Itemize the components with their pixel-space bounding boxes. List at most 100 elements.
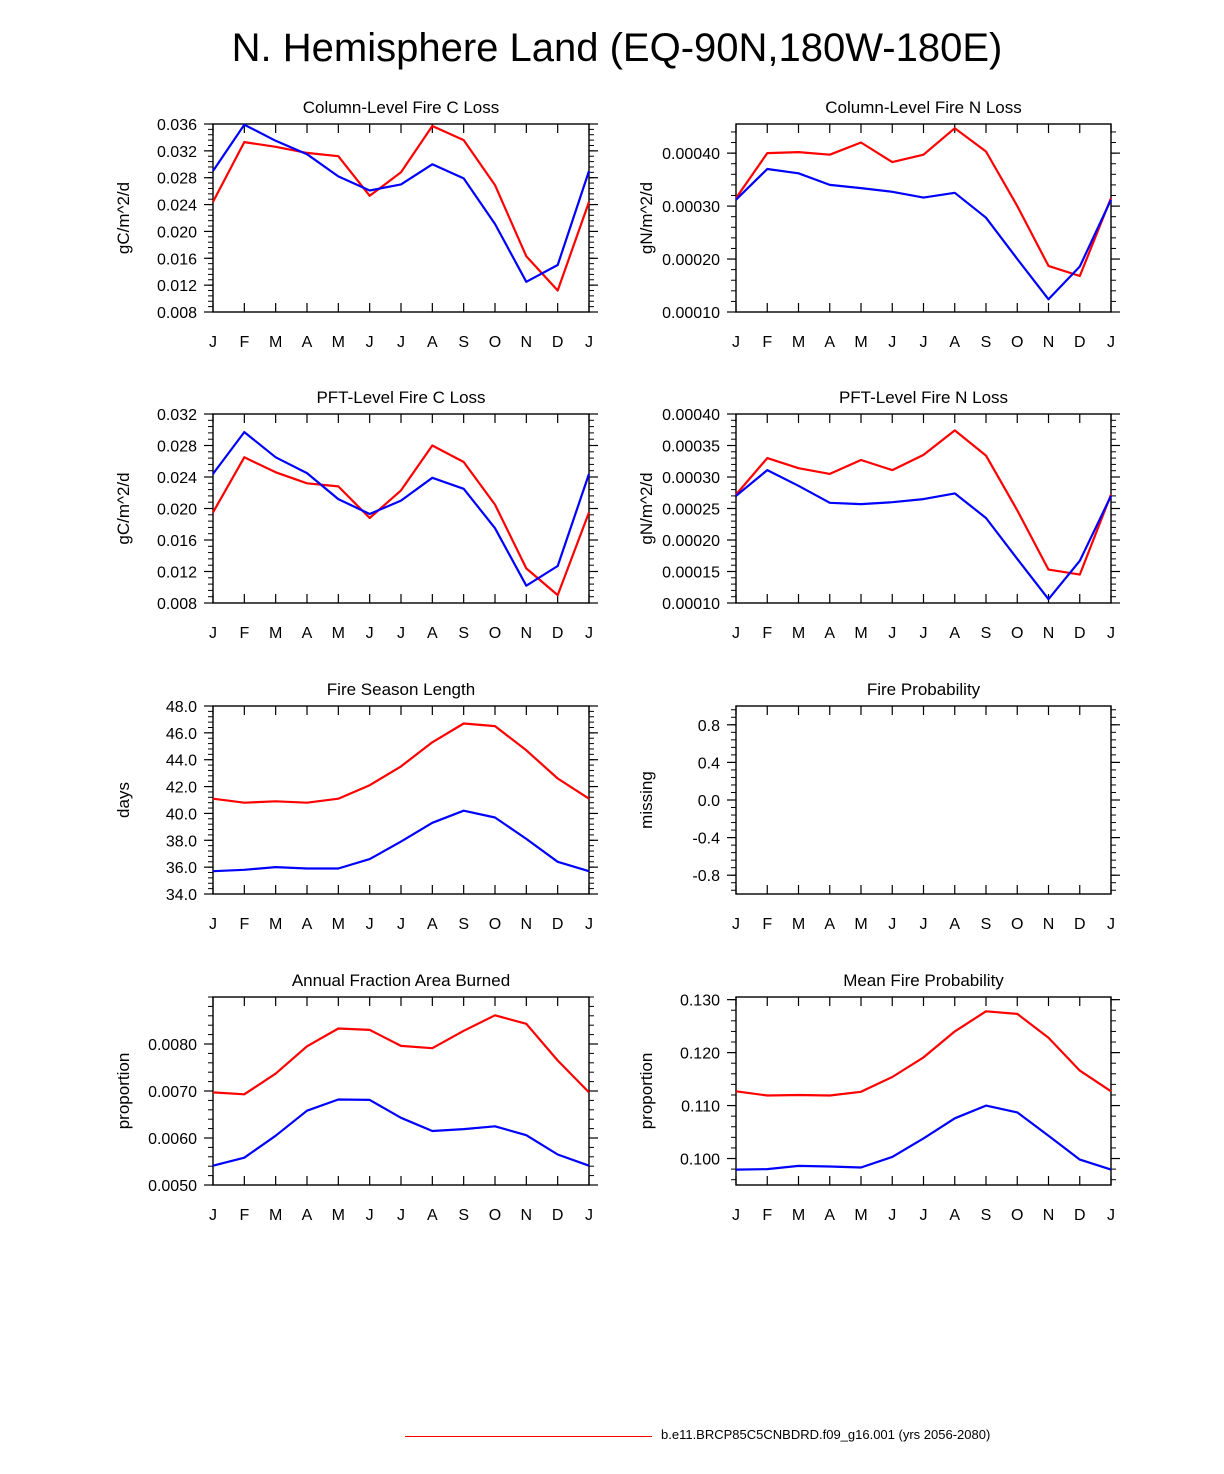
x-tick-label: J [1107, 625, 1115, 642]
y-tick-label: 0.016 [157, 251, 197, 268]
y-tick-label: 0.00030 [662, 470, 720, 487]
x-tick-label: J [888, 334, 896, 351]
x-tick-label: A [427, 334, 438, 351]
x-tick-label: J [366, 334, 374, 351]
x-tick-label: J [888, 916, 896, 933]
x-tick-label: S [981, 1207, 992, 1224]
legend-line-red [405, 1436, 652, 1437]
x-tick-label: M [332, 334, 345, 351]
y-tick-label: 0.020 [157, 224, 197, 241]
x-tick-label: J [585, 625, 593, 642]
x-tick-label: S [981, 916, 992, 933]
y-axis-label: days [114, 782, 133, 818]
chart-panel-4: J F M A M J J A S O N D J 0.00010 0.00015 0.00020 0.0002… [637, 388, 1120, 642]
x-tick-label: A [427, 916, 438, 933]
x-tick-label: A [427, 1207, 438, 1224]
y-tick-label: 0.110 [681, 1099, 720, 1116]
y-tick-label: 0.024 [157, 470, 197, 487]
y-tick-label: 48.0 [166, 699, 197, 716]
chart-panel-2: J F M A M J J A S O N D J 0.00010 0.00020 0.00030 0.0004… [637, 98, 1120, 351]
chart-panel-1: J F M A M J J A S O N D J 0.008 0.012 0.016 0.020 0.024 0.… [114, 98, 598, 351]
series-line-red [212, 444, 591, 597]
x-tick-label: A [949, 334, 960, 351]
x-tick-label: N [521, 916, 533, 933]
x-tick-label: D [552, 334, 564, 351]
x-tick-label: J [1107, 334, 1115, 351]
x-tick-label: J [732, 916, 740, 933]
x-tick-label: A [302, 625, 313, 642]
plot-frame [735, 413, 1112, 604]
x-tick-label: N [1043, 1207, 1055, 1224]
x-tick-label: O [489, 625, 501, 642]
x-tick-label: J [888, 625, 896, 642]
y-tick-label: 0.008 [157, 596, 197, 613]
plot-frame [212, 123, 590, 313]
y-tick-label: 0.00010 [662, 596, 720, 613]
panel-title: Column-Level Fire N Loss [825, 98, 1022, 117]
y-tick-label: 0.00040 [662, 146, 720, 163]
x-tick-label: A [302, 916, 313, 933]
x-tick-label: N [1043, 916, 1055, 933]
series-line-blue [212, 123, 591, 283]
chart-panel-5: J F M A M J J A S O N D J 34.0 36.0 38.0 40.0 42.0 44.0 46.… [114, 680, 598, 933]
x-tick-label: J [920, 1207, 928, 1224]
x-tick-label: D [1074, 916, 1086, 933]
series-line-blue [212, 431, 591, 587]
x-tick-label: A [949, 625, 960, 642]
x-tick-label: S [458, 916, 469, 933]
x-tick-label: A [824, 916, 835, 933]
y-tick-label: 0.00025 [662, 502, 720, 519]
x-tick-label: J [920, 334, 928, 351]
y-axis-label: missing [637, 771, 656, 829]
x-tick-label: A [302, 1207, 313, 1224]
y-tick-label: 0.024 [157, 198, 197, 215]
x-tick-label: A [949, 916, 960, 933]
x-tick-label: S [458, 1207, 469, 1224]
y-tick-label: 0.032 [157, 144, 197, 161]
x-tick-label: D [552, 625, 564, 642]
y-tick-label: 0.008 [157, 305, 197, 322]
y-tick-label: 0.120 [680, 1046, 720, 1063]
x-tick-label: D [552, 916, 564, 933]
x-tick-label: J [366, 916, 374, 933]
x-tick-label: M [854, 1207, 867, 1224]
x-tick-label: J [209, 334, 217, 351]
x-tick-label: N [521, 625, 533, 642]
y-tick-label: 38.0 [166, 833, 197, 850]
panel-title: Fire Season Length [327, 680, 475, 699]
y-tick-label: 0.0050 [148, 1178, 197, 1195]
series-line-blue [735, 167, 1112, 301]
x-tick-label: J [397, 334, 405, 351]
x-tick-label: J [397, 625, 405, 642]
x-tick-label: N [1043, 334, 1055, 351]
x-tick-label: M [269, 334, 282, 351]
x-tick-label: D [552, 1207, 564, 1224]
x-tick-label: M [332, 625, 345, 642]
series-line-red [212, 124, 591, 292]
x-tick-label: J [920, 625, 928, 642]
y-tick-label: 0.028 [157, 171, 197, 188]
y-tick-label: 0.020 [157, 502, 197, 519]
x-tick-label: S [981, 625, 992, 642]
x-tick-label: D [1074, 334, 1086, 351]
x-tick-label: N [1043, 625, 1055, 642]
plot-frame [212, 996, 590, 1186]
figure-title: N. Hemisphere Land (EQ-90N,180W-180E) [231, 26, 1003, 70]
series-line-red [735, 429, 1113, 576]
y-tick-label: 0.012 [157, 565, 197, 582]
x-tick-label: F [762, 625, 772, 642]
y-tick-label: 0.016 [157, 533, 197, 550]
legend-label: b.e11.BRCP85C5CNBDRD.f09_g16.001 (yrs 20… [661, 1427, 991, 1442]
y-axis-label: proportion [637, 1053, 656, 1130]
x-tick-label: J [1107, 916, 1115, 933]
x-tick-label: J [732, 1207, 740, 1224]
x-tick-label: F [239, 625, 249, 642]
series-line-blue [212, 809, 590, 873]
y-tick-label: 34.0 [166, 887, 197, 904]
plot-frame [735, 996, 1112, 1186]
x-tick-label: O [1011, 625, 1023, 642]
series-line-red [212, 1014, 590, 1096]
y-tick-label: 0.00030 [662, 199, 720, 216]
y-tick-label: 42.0 [166, 780, 197, 797]
chart-panel-3: J F M A M J J A S O N D J 0.008 0.012 0.016 0.020 0.024 0.… [114, 388, 598, 642]
